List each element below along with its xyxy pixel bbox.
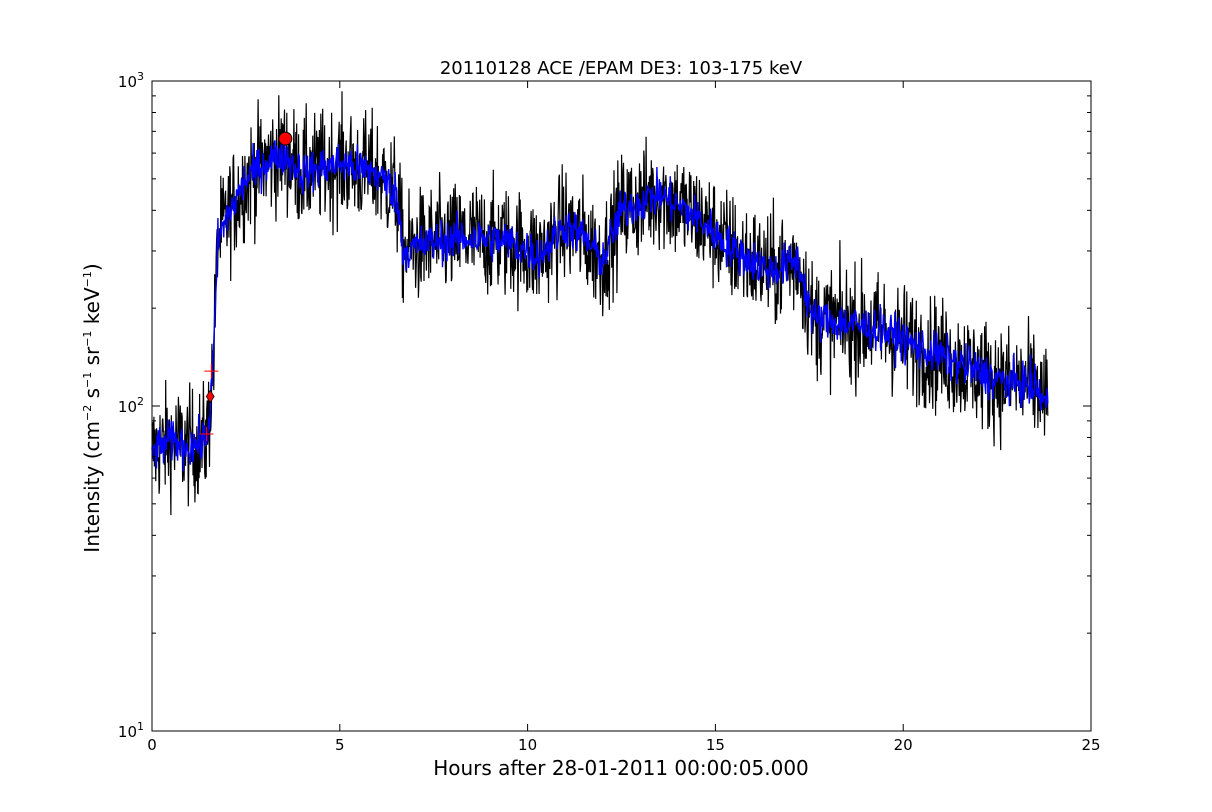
series-line-2 bbox=[151, 132, 1049, 472]
x-tick-label-0: 0 bbox=[147, 736, 157, 754]
y-axis-label-exp-2: −1 bbox=[81, 372, 94, 388]
chart-title: 20110128 ACE /EPAM DE3: 103-175 keV bbox=[440, 58, 803, 79]
series-layer bbox=[151, 91, 1049, 516]
x-tick-label-1: 5 bbox=[335, 736, 345, 754]
x-tick-label-5: 25 bbox=[1081, 736, 1100, 754]
y-axis-label-part-2: s bbox=[80, 388, 104, 405]
y-axis-label-main: Intensity (cm bbox=[80, 421, 104, 553]
y-axis-label-part-5: ) bbox=[80, 263, 104, 271]
x-axis-label: Hours after 28-01-2011 00:00:05.000 bbox=[433, 756, 809, 780]
x-tick-label-3: 15 bbox=[706, 736, 725, 754]
x-tick-label-2: 10 bbox=[518, 736, 537, 754]
y-tick-label-1: 102 bbox=[118, 395, 144, 416]
y-axis-label-exp-3: −1 bbox=[81, 331, 94, 347]
y-axis-label-part-3: sr bbox=[80, 346, 104, 372]
marker-layer bbox=[199, 131, 293, 442]
y-axis-label: Intensity (cm−2 s−1 sr−1 keV−1) bbox=[80, 263, 104, 552]
marker-plus-4 bbox=[199, 427, 214, 442]
y-tick-label-2: 103 bbox=[118, 70, 144, 91]
y-tick-label-0: 101 bbox=[118, 720, 144, 741]
marker-diamond-2 bbox=[205, 389, 215, 404]
y-axis-label-exp-1: −2 bbox=[81, 405, 94, 421]
x-tick-label-4: 20 bbox=[894, 736, 913, 754]
marker-circle-1 bbox=[278, 131, 293, 146]
marker-plus-3 bbox=[204, 364, 219, 379]
y-axis-label-exp-4: −1 bbox=[81, 271, 94, 287]
y-axis: 101 102 103 bbox=[118, 70, 1091, 741]
x-axis: 0 5 10 15 20 25 bbox=[147, 81, 1101, 754]
y-axis-label-part-4: keV bbox=[80, 287, 104, 331]
